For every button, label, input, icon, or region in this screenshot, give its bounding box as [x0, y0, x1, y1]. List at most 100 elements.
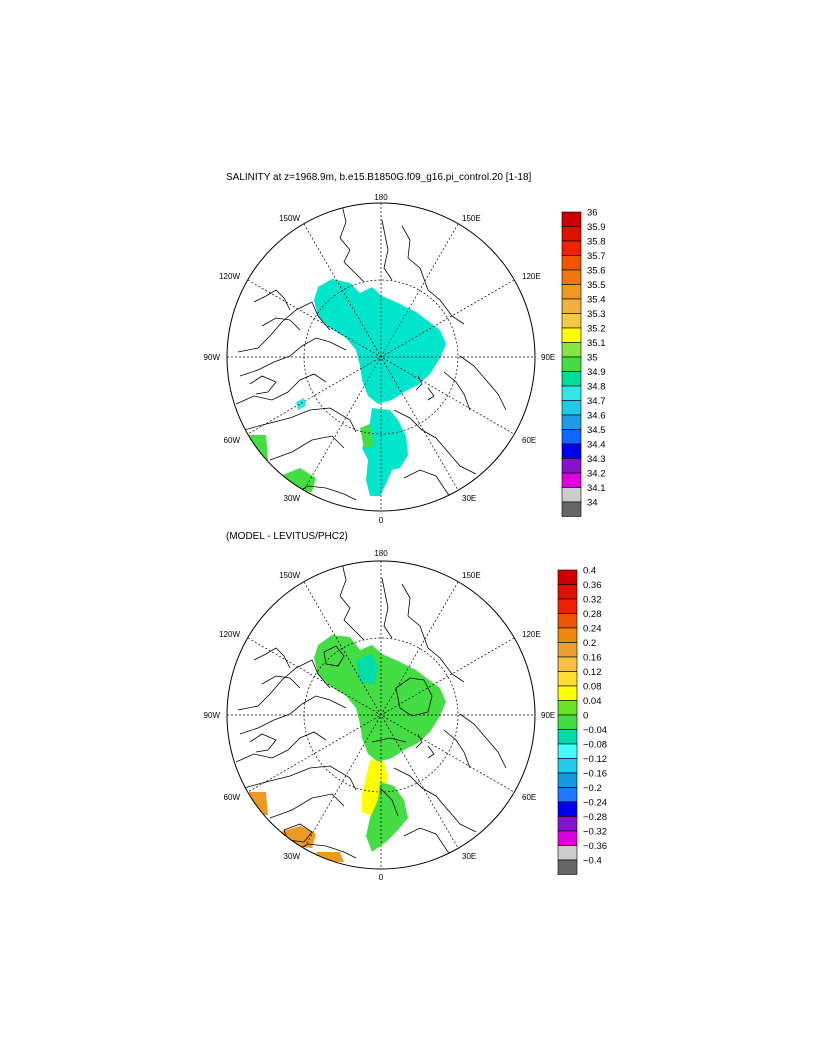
- top-colorbar: 36 35.9 35.8 35.7 35.6 35.5 35.4 35.3 35.2 35.1 35…: [561, 208, 606, 517]
- top-title: SALINITY at z=1968.9m, b.e15.B1850G.f09_…: [226, 172, 532, 183]
- bottom-colorbar-swatch: [557, 714, 578, 730]
- top-field-fram: [362, 408, 408, 496]
- bottom-colorbar-label: −0.24: [583, 798, 607, 809]
- top-colorbar-swatch: [561, 327, 582, 343]
- top-colorbar-swatch: [561, 443, 582, 459]
- top-lon-150w: 150W: [279, 214, 300, 223]
- bottom-lon-90e: 90E: [541, 711, 555, 720]
- top-colorbar-swatch: [561, 226, 582, 242]
- bottom-field-arctic-basin: [314, 635, 446, 762]
- bottom-colorbar-label: 0.2: [583, 638, 596, 649]
- bottom-colorbar-swatch: [557, 859, 578, 875]
- top-colorbar-label: 34.8: [587, 382, 606, 393]
- bottom-lon-60e: 60E: [522, 793, 536, 802]
- bottom-colorbar-label: −0.2: [583, 783, 602, 794]
- top-colorbar-label: 35.7: [587, 251, 606, 262]
- top-lon-0: 0: [379, 516, 384, 525]
- top-colorbar-label: 35.9: [587, 222, 606, 233]
- top-lon-30w: 30W: [284, 494, 301, 503]
- top-colorbar-swatch: [561, 371, 582, 387]
- top-colorbar-swatch: [561, 472, 582, 488]
- top-colorbar-swatch: [561, 487, 582, 503]
- top-colorbar-label: 34.7: [587, 396, 606, 407]
- bottom-lon-150w: 150W: [279, 571, 300, 580]
- top-colorbar-swatch: [561, 356, 582, 372]
- bottom-field-yellow: [362, 760, 388, 816]
- bottom-field-cyan: [356, 654, 378, 684]
- top-colorbar-label: 36: [587, 208, 598, 219]
- top-colorbar-swatch: [561, 385, 582, 401]
- top-coastlines: [235, 204, 507, 501]
- top-colorbar-label: 35.4: [587, 295, 606, 306]
- bottom-colorbar-label: 0.32: [583, 595, 602, 606]
- bottom-colorbar-swatch: [557, 584, 578, 600]
- bottom-colorbar-label: 0.08: [583, 682, 602, 693]
- bottom-colorbar-swatch: [557, 801, 578, 817]
- top-colorbar-swatch: [561, 284, 582, 300]
- top-colorbar-label: 34: [587, 498, 598, 509]
- bottom-colorbar-swatch: [557, 613, 578, 629]
- top-colorbar-swatch: [561, 342, 582, 358]
- top-colorbar-label: 34.4: [587, 440, 606, 451]
- bottom-title: (MODEL - LEVITUS/PHC2): [226, 531, 348, 542]
- bottom-colorbar-swatch: [557, 758, 578, 774]
- bottom-colorbar-swatch: [557, 787, 578, 803]
- bottom-colorbar-label: 0.4: [583, 566, 596, 577]
- top-colorbar-label: 34.6: [587, 411, 606, 422]
- bottom-colorbar-swatch: [557, 729, 578, 745]
- bottom-colorbar-swatch: [557, 845, 578, 861]
- top-colorbar-label: 34.9: [587, 367, 606, 378]
- top-colorbar-label: 34.1: [587, 483, 606, 494]
- top-colorbar-swatch: [561, 211, 582, 227]
- top-colorbar-label: 35.1: [587, 338, 606, 349]
- top-colorbar-swatch: [561, 429, 582, 445]
- top-colorbar-swatch: [561, 400, 582, 416]
- bottom-colorbar-label: −0.08: [583, 740, 607, 751]
- top-lon-30e: 30E: [462, 494, 476, 503]
- top-field-green-3: [360, 424, 374, 448]
- bottom-colorbar: 0.4 0.36 0.32 0.28 0.24 0.2 0.16 0.12 0.08 0.04 0 −…: [557, 566, 607, 875]
- bottom-colorbar-swatch: [557, 569, 578, 585]
- bottom-colorbar-swatch: [557, 700, 578, 716]
- bottom-lon-0: 0: [379, 873, 384, 882]
- bottom-colorbar-label: 0.16: [583, 653, 602, 664]
- top-field-small: [296, 398, 306, 410]
- top-colorbar-label: 34.5: [587, 425, 606, 436]
- bottom-lon-150e: 150E: [462, 571, 481, 580]
- bottom-lon-180: 180: [374, 549, 388, 558]
- bottom-colorbar-swatch: [557, 743, 578, 759]
- top-lon-60e: 60E: [522, 436, 536, 445]
- bottom-colorbar-swatch: [557, 598, 578, 614]
- bottom-colorbar-label: −0.28: [583, 812, 607, 823]
- bottom-colorbar-label: −0.12: [583, 754, 607, 765]
- top-lon-150e: 150E: [462, 214, 481, 223]
- top-lon-60w: 60W: [224, 436, 241, 445]
- top-colorbar-swatch: [561, 313, 582, 329]
- top-colorbar-label: 35.6: [587, 266, 606, 277]
- top-lon-90e: 90E: [541, 353, 555, 362]
- bottom-colorbar-swatch: [557, 685, 578, 701]
- bottom-colorbar-label: −0.16: [583, 769, 607, 780]
- top-field-arctic-basin: [314, 279, 446, 404]
- bottom-colorbar-swatch: [557, 627, 578, 643]
- bottom-field-fram: [366, 782, 408, 852]
- top-lon-120e: 120E: [522, 272, 541, 281]
- bottom-graticule: [227, 561, 535, 869]
- bottom-colorbar-label: −0.32: [583, 827, 607, 838]
- top-colorbar-swatch: [561, 414, 582, 430]
- top-colorbar-swatch: [561, 458, 582, 474]
- top-colorbar-swatch: [561, 240, 582, 256]
- top-colorbar-swatch: [561, 255, 582, 271]
- bottom-colorbar-label: 0.12: [583, 667, 602, 678]
- bottom-colorbar-swatch: [557, 772, 578, 788]
- top-graticule: [227, 203, 535, 511]
- top-colorbar-label: 34.2: [587, 469, 606, 480]
- top-lon-120w: 120W: [219, 272, 240, 281]
- top-colorbar-label: 35: [587, 353, 598, 364]
- bottom-colorbar-label: 0.04: [583, 696, 602, 707]
- top-colorbar-swatch: [561, 501, 582, 517]
- bottom-colorbar-swatch: [557, 816, 578, 832]
- bottom-colorbar-label: −0.4: [583, 856, 602, 867]
- bottom-coastlines: [235, 562, 507, 859]
